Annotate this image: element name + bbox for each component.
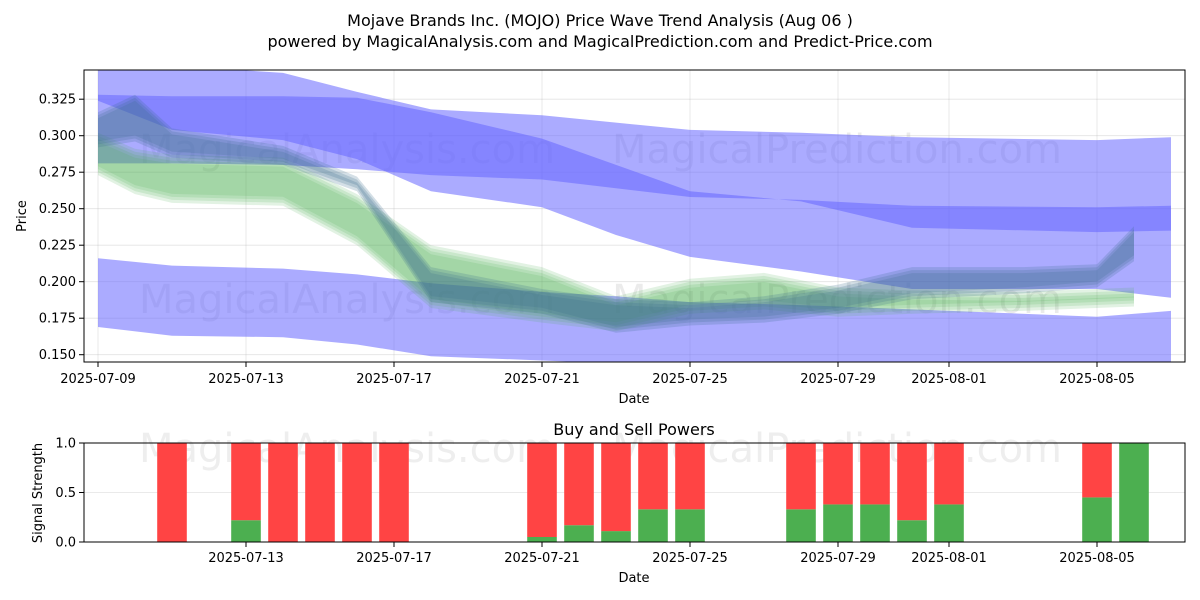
price-x-ticks: 2025-07-09 2025-07-13 2025-07-17 2025-07-21… [60, 362, 1135, 387]
price-y-tick-label: 0.150 [39, 348, 76, 363]
price-y-ticks: 0.150 0.175 0.200 0.225 0.250 0.275 0.300 0.325 [39, 93, 84, 363]
price-y-tick-label: 0.275 [39, 166, 76, 181]
price-plot-frame [83, 69, 1186, 363]
signal-x-tick-label: 2025-07-21 [504, 551, 580, 566]
buy-bar [823, 504, 853, 542]
signal-x-tick-label: 2025-07-13 [208, 551, 284, 566]
signal-y-ticks: 0.0 0.5 1.0 [55, 437, 84, 551]
price-x-tick-label: 2025-07-29 [800, 372, 876, 387]
buy-bar [527, 537, 557, 542]
price-y-tick-label: 0.325 [39, 93, 76, 108]
buy-bar [1119, 443, 1149, 542]
sell-bar [601, 443, 631, 532]
buy-bar [786, 509, 816, 542]
price-x-tick-label: 2025-07-25 [652, 372, 728, 387]
signal-y-tick-label: 1.0 [55, 437, 76, 452]
sell-bar [342, 443, 372, 542]
price-band-blue [98, 94, 1171, 233]
buy-bar [897, 520, 927, 542]
signal-x-ticks: 2025-07-13 2025-07-17 2025-07-21 2025-07-25… [208, 542, 1135, 566]
signal-y-axis-label: Signal Strength [31, 443, 46, 543]
price-y-tick-label: 0.300 [39, 129, 76, 144]
price-band-blue [98, 258, 1171, 362]
price-x-tick-label: 2025-07-17 [356, 372, 432, 387]
price-x-tick-label: 2025-07-21 [504, 372, 580, 387]
buy-bar [564, 525, 594, 542]
buy-bar [601, 531, 631, 542]
price-panel: MagicalAnalysis.com MagicalPrediction.co… [15, 69, 1186, 407]
signal-panel: Buy and Sell Powers MagicalAnalysis.com … [31, 420, 1186, 586]
sell-bar [527, 443, 557, 537]
price-y-axis-label: Price [15, 200, 30, 232]
price-y-tick-label: 0.200 [39, 275, 76, 290]
sell-bar [638, 443, 668, 510]
signal-plot-area [84, 443, 1185, 542]
buy-bar [934, 504, 964, 542]
sell-bar [823, 443, 853, 505]
signal-x-tick-label: 2025-08-01 [911, 551, 987, 566]
signal-bars [157, 443, 1149, 542]
sell-bar [786, 443, 816, 510]
sell-bar [564, 443, 594, 526]
signal-x-tick-label: 2025-08-05 [1059, 551, 1135, 566]
sell-bar [379, 443, 409, 542]
sell-bar [231, 443, 261, 521]
price-x-axis-label: Date [618, 392, 649, 407]
sell-bar [897, 443, 927, 521]
sell-bar [1082, 443, 1112, 498]
sell-bar [675, 443, 705, 510]
price-x-tick-label: 2025-08-01 [911, 372, 987, 387]
price-x-tick-label: 2025-08-05 [1059, 372, 1135, 387]
buy-bar [231, 520, 261, 542]
signal-x-tick-label: 2025-07-25 [652, 551, 728, 566]
price-bands [98, 70, 1171, 362]
sell-bar [860, 443, 890, 505]
buy-bar [675, 509, 705, 542]
signal-y-tick-label: 0.5 [55, 486, 76, 501]
signal-y-tick-label: 0.0 [55, 536, 76, 551]
signal-x-axis-label: Date [618, 571, 649, 586]
price-y-tick-label: 0.175 [39, 312, 76, 327]
sell-bar [268, 443, 298, 542]
price-y-tick-label: 0.225 [39, 239, 76, 254]
buy-bar [860, 504, 890, 542]
signal-x-tick-label: 2025-07-17 [356, 551, 432, 566]
signal-chart-title: Buy and Sell Powers [553, 420, 715, 439]
chart-title-line1: Mojave Brands Inc. (MOJO) Price Wave Tre… [347, 11, 853, 30]
sell-bar [305, 443, 335, 542]
price-y-tick-label: 0.250 [39, 202, 76, 217]
sell-bar [157, 443, 187, 542]
sell-bar [934, 443, 964, 505]
price-x-tick-label: 2025-07-09 [60, 372, 136, 387]
price-x-tick-label: 2025-07-13 [208, 372, 284, 387]
signal-x-tick-label: 2025-07-29 [800, 551, 876, 566]
chart-title-line2: powered by MagicalAnalysis.com and Magic… [267, 32, 932, 51]
buy-bar [1082, 497, 1112, 542]
buy-bar [638, 509, 668, 542]
